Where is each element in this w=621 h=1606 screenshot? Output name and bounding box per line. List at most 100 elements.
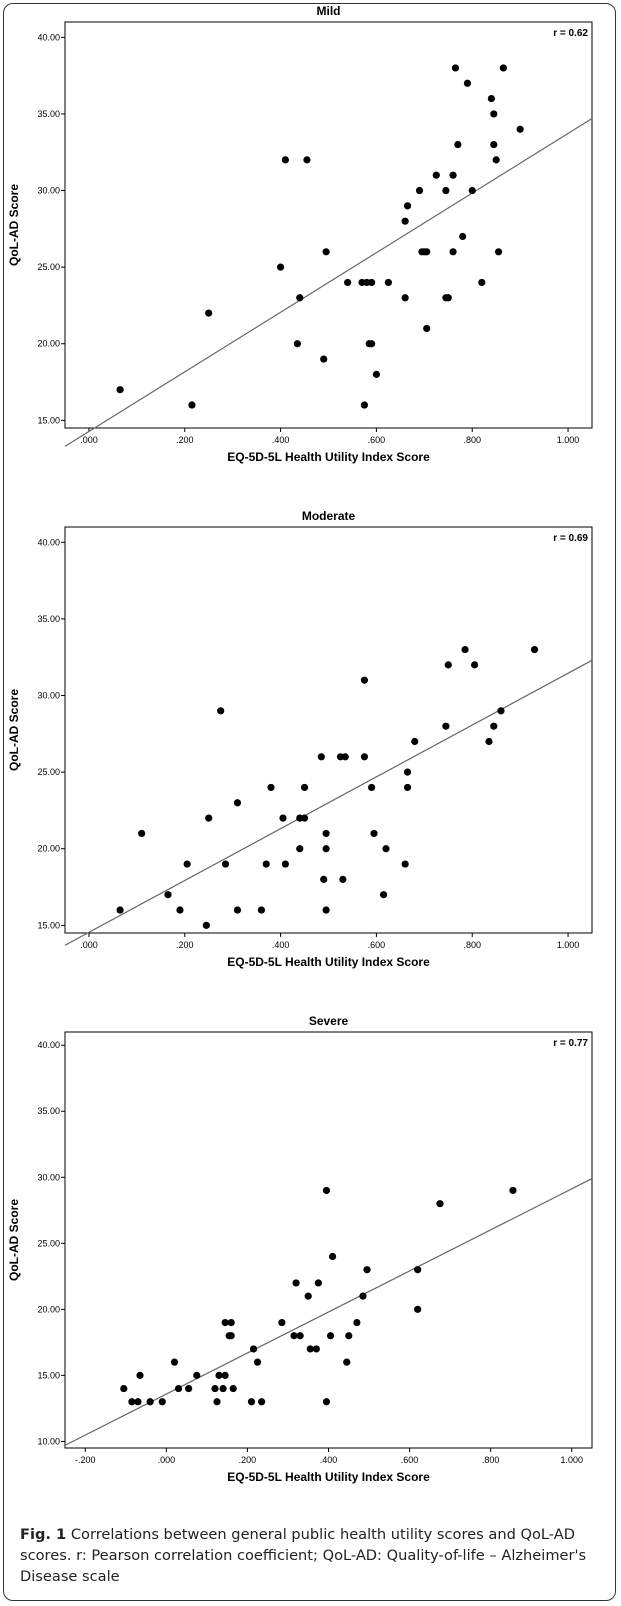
- data-point: [322, 829, 330, 838]
- data-point: [497, 707, 505, 715]
- data-point: [221, 860, 230, 868]
- y-tick-label: 35.00: [37, 109, 60, 119]
- correlation-annotation: r = 0.69: [553, 533, 588, 544]
- data-point: [530, 645, 539, 654]
- data-point: [368, 278, 376, 287]
- data-point: [193, 1371, 201, 1379]
- data-point: [300, 783, 309, 792]
- data-point: [278, 1318, 286, 1327]
- data-point: [444, 661, 452, 669]
- data-point: [317, 753, 325, 761]
- data-point: [306, 1345, 314, 1353]
- chart-title: Mild: [317, 4, 341, 18]
- regression-line: [64, 659, 593, 946]
- data-point: [461, 645, 469, 654]
- y-tick-label: 30.00: [37, 186, 60, 196]
- correlation-annotation: r = 0.77: [553, 1038, 588, 1049]
- data-point: [202, 921, 210, 929]
- x-tick-label: .400: [272, 435, 290, 445]
- y-tick-label: 20.00: [37, 844, 60, 854]
- mild-scatter-chart: Mild 15.00 20.00 25.00 30.00 35.00 40.00 .000 .2…: [7, 4, 593, 464]
- data-point: [322, 1398, 331, 1406]
- data-point: [320, 355, 328, 363]
- data-point: [290, 1332, 298, 1340]
- x-tick-label: .600: [368, 940, 386, 950]
- data-point: [432, 171, 440, 179]
- y-tick-label: 10.00: [37, 1436, 60, 1446]
- x-tick-label: .600: [368, 435, 386, 445]
- data-point: [322, 845, 330, 853]
- data-point: [403, 768, 412, 776]
- data-point: [262, 860, 270, 868]
- data-point: [138, 829, 146, 838]
- data-point: [292, 1279, 300, 1287]
- data-point: [293, 340, 301, 348]
- data-point: [403, 783, 412, 792]
- data-point: [211, 1384, 219, 1393]
- data-point: [249, 1345, 258, 1353]
- data-point: [233, 799, 242, 807]
- x-tick-label: .400: [320, 1455, 338, 1465]
- y-tick-label: 40.00: [37, 1040, 60, 1050]
- data-point: [233, 906, 242, 914]
- plot-area-border: [64, 21, 593, 429]
- data-point: [423, 324, 431, 333]
- data-point: [492, 156, 500, 164]
- data-point: [516, 125, 524, 133]
- data-point: [360, 401, 369, 409]
- data-point: [463, 79, 472, 87]
- data-point: [415, 186, 424, 195]
- y-axis-label: QoL-AD Score: [7, 184, 21, 266]
- data-point: [411, 737, 419, 746]
- data-point: [339, 875, 347, 883]
- figure-caption: Fig. 1 Correlations between general publ…: [20, 1524, 608, 1587]
- data-point: [449, 171, 457, 179]
- y-tick-label: 35.00: [37, 1106, 60, 1116]
- data-point: [423, 248, 431, 256]
- data-point: [454, 140, 462, 149]
- severe-scatter-chart: Severe 10.00 15.00 20.00 25.00 30.00 35.00 40.0…: [7, 1014, 593, 1484]
- data-point: [281, 860, 289, 868]
- data-point: [372, 370, 381, 378]
- data-point: [360, 676, 369, 684]
- caption-label: Fig. 1: [20, 1526, 67, 1543]
- data-point: [451, 64, 460, 72]
- data-point: [468, 186, 476, 195]
- data-point: [183, 860, 191, 868]
- data-point: [312, 1345, 320, 1353]
- y-tick-label: 15.00: [37, 920, 60, 930]
- x-tick-label: .800: [463, 940, 481, 950]
- data-point: [344, 278, 352, 287]
- data-point: [494, 248, 503, 256]
- y-tick-label: 20.00: [37, 1304, 60, 1314]
- data-point: [384, 278, 392, 287]
- data-point: [341, 753, 349, 761]
- data-point: [257, 906, 266, 914]
- data-point: [205, 309, 213, 317]
- data-point: [303, 156, 311, 164]
- plot-area-border: [64, 1031, 593, 1449]
- data-point: [370, 829, 378, 838]
- data-point: [188, 401, 196, 409]
- data-point: [363, 1266, 371, 1274]
- x-axis-label: EQ-5D-5L Health Utility Index Score: [227, 1470, 430, 1484]
- data-point: [170, 1358, 179, 1366]
- x-tick-label: .200: [176, 435, 194, 445]
- caption-text: Correlations between general public heal…: [20, 1526, 587, 1585]
- moderate-scatter-chart: Moderate 15.00 20.00 25.00 30.00 35.00 40.00 .0…: [7, 509, 593, 969]
- x-axis-label: EQ-5D-5L Health Utility Index Score: [227, 450, 430, 464]
- data-point: [359, 1292, 367, 1300]
- data-point: [499, 64, 507, 72]
- data-point: [322, 1186, 331, 1195]
- x-tick-label: 1.000: [557, 940, 580, 950]
- x-tick-label: 1.000: [560, 1455, 583, 1465]
- data-point: [281, 156, 289, 164]
- data-point: [382, 845, 390, 853]
- data-point: [227, 1318, 235, 1327]
- chart-title: Moderate: [302, 509, 356, 523]
- data-point: [401, 217, 409, 225]
- y-tick-label: 15.00: [37, 415, 60, 425]
- data-point: [345, 1332, 353, 1340]
- figure-frame: [3, 3, 616, 1601]
- data-point: [343, 1358, 351, 1366]
